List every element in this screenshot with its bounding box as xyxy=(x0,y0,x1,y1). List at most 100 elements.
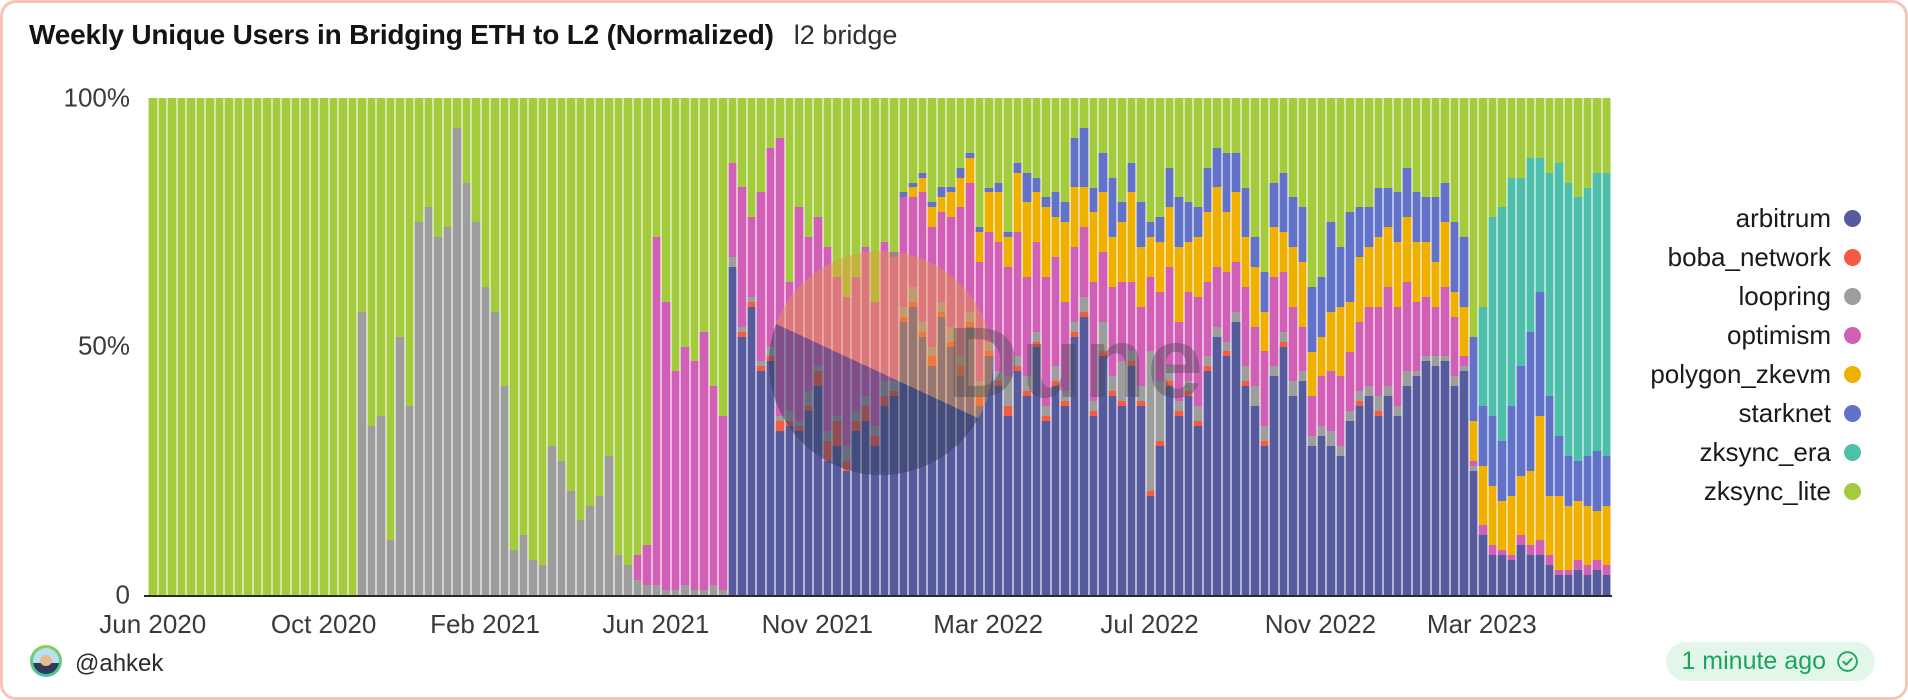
segment-starknet[interactable] xyxy=(927,202,937,208)
bar-week-118[interactable] xyxy=(1269,98,1279,595)
segment-boba_network[interactable] xyxy=(1022,391,1032,397)
segment-arbitrum[interactable] xyxy=(1345,421,1355,595)
segment-zksync_lite[interactable] xyxy=(1269,98,1279,183)
segment-polygon_zkevm[interactable] xyxy=(1601,505,1611,566)
segment-arbitrum[interactable] xyxy=(1041,421,1051,595)
segment-polygon_zkevm[interactable] xyxy=(1316,336,1326,377)
segment-arbitrum[interactable] xyxy=(1212,336,1222,595)
bar-week-51[interactable] xyxy=(632,98,642,595)
bar-week-20[interactable] xyxy=(338,98,348,595)
segment-optimism[interactable] xyxy=(1601,565,1611,576)
bar-week-26[interactable] xyxy=(395,98,405,595)
segment-arbitrum[interactable] xyxy=(1202,371,1212,595)
segment-polygon_zkevm[interactable] xyxy=(1430,262,1440,307)
segment-optimism[interactable] xyxy=(632,555,642,581)
segment-loopring[interactable] xyxy=(737,326,747,332)
segment-loopring[interactable] xyxy=(765,346,775,357)
segment-zksync_lite[interactable] xyxy=(1221,98,1231,153)
segment-boba_network[interactable] xyxy=(851,421,861,431)
segment-polygon_zkevm[interactable] xyxy=(1117,222,1127,282)
segment-zksync_lite[interactable] xyxy=(1582,98,1592,188)
segment-optimism[interactable] xyxy=(1592,560,1602,571)
segment-zksync_lite[interactable] xyxy=(1126,98,1136,163)
segment-loopring[interactable] xyxy=(585,505,595,595)
segment-zksync_lite[interactable] xyxy=(205,98,215,595)
segment-optimism[interactable] xyxy=(1126,281,1136,352)
bar-week-151[interactable] xyxy=(1582,98,1592,595)
segment-zksync_lite[interactable] xyxy=(490,98,500,312)
segment-arbitrum[interactable] xyxy=(1440,361,1450,595)
bar-week-27[interactable] xyxy=(404,98,414,595)
segment-polygon_zkevm[interactable] xyxy=(1088,212,1098,282)
bar-week-46[interactable] xyxy=(585,98,595,595)
segment-arbitrum[interactable] xyxy=(936,316,946,595)
bar-week-10[interactable] xyxy=(243,98,253,595)
bar-week-17[interactable] xyxy=(309,98,319,595)
segment-polygon_zkevm[interactable] xyxy=(1278,232,1288,272)
segment-zksync_lite[interactable] xyxy=(841,98,851,297)
segment-zksync_lite[interactable] xyxy=(1164,98,1174,168)
bar-week-53[interactable] xyxy=(651,98,661,595)
segment-boba_network[interactable] xyxy=(1145,490,1155,496)
segment-zksync_lite[interactable] xyxy=(480,98,490,287)
segment-polygon_zkevm[interactable] xyxy=(1098,192,1108,253)
segment-loopring[interactable] xyxy=(1088,401,1098,412)
segment-zksync_lite[interactable] xyxy=(908,98,918,183)
segment-starknet[interactable] xyxy=(1288,197,1298,248)
segment-loopring[interactable] xyxy=(1117,361,1127,402)
segment-arbitrum[interactable] xyxy=(1335,455,1345,595)
segment-optimism[interactable] xyxy=(689,361,699,591)
segment-polygon_zkevm[interactable] xyxy=(1392,242,1402,307)
segment-arbitrum[interactable] xyxy=(1107,396,1117,595)
segment-zksync_lite[interactable] xyxy=(917,98,927,173)
segment-loopring[interactable] xyxy=(670,590,680,595)
segment-starknet[interactable] xyxy=(1003,232,1013,238)
segment-optimism[interactable] xyxy=(1231,262,1241,312)
segment-zksync_lite[interactable] xyxy=(1411,98,1421,193)
segment-arbitrum[interactable] xyxy=(1478,535,1488,595)
segment-boba_network[interactable] xyxy=(756,366,766,372)
bar-week-107[interactable] xyxy=(1164,98,1174,595)
segment-starknet[interactable] xyxy=(1535,291,1545,417)
segment-zksync_lite[interactable] xyxy=(1601,98,1611,173)
segment-optimism[interactable] xyxy=(851,276,861,412)
segment-starknet[interactable] xyxy=(1012,162,1022,173)
segment-polygon_zkevm[interactable] xyxy=(993,192,1003,243)
segment-arbitrum[interactable] xyxy=(1582,575,1592,595)
segment-zksync_lite[interactable] xyxy=(1098,98,1108,153)
segment-zksync_lite[interactable] xyxy=(689,98,699,362)
segment-arbitrum[interactable] xyxy=(870,445,880,595)
bar-week-142[interactable] xyxy=(1497,98,1507,595)
segment-optimism[interactable] xyxy=(1221,271,1231,342)
segment-zksync_lite[interactable] xyxy=(1060,98,1070,203)
segment-zksync_lite[interactable] xyxy=(1088,98,1098,188)
segment-loopring[interactable] xyxy=(1022,376,1032,392)
segment-starknet[interactable] xyxy=(1601,455,1611,506)
segment-optimism[interactable] xyxy=(1535,540,1545,556)
segment-optimism[interactable] xyxy=(1506,555,1516,561)
segment-boba_network[interactable] xyxy=(1174,411,1184,417)
segment-loopring[interactable] xyxy=(1174,401,1184,412)
bar-week-101[interactable] xyxy=(1107,98,1117,595)
segment-zksync_lite[interactable] xyxy=(1487,98,1497,218)
segment-zksync_lite[interactable] xyxy=(1202,98,1212,168)
bar-week-153[interactable] xyxy=(1601,98,1611,595)
bar-week-9[interactable] xyxy=(233,98,243,595)
bar-week-49[interactable] xyxy=(613,98,623,595)
segment-zksync_lite[interactable] xyxy=(461,98,471,183)
segment-loopring[interactable] xyxy=(1259,426,1269,441)
segment-zksync_lite[interactable] xyxy=(585,98,595,506)
segment-starknet[interactable] xyxy=(1050,192,1060,218)
segment-optimism[interactable] xyxy=(1240,286,1250,367)
segment-starknet[interactable] xyxy=(1383,187,1393,228)
segment-boba_network[interactable] xyxy=(879,396,889,407)
segment-starknet[interactable] xyxy=(1269,182,1279,228)
segment-zksync_lite[interactable] xyxy=(1544,98,1554,173)
segment-zksync_lite[interactable] xyxy=(1373,98,1383,188)
segment-zksync_lite[interactable] xyxy=(195,98,205,595)
segment-polygon_zkevm[interactable] xyxy=(1221,212,1231,272)
segment-arbitrum[interactable] xyxy=(851,431,861,595)
segment-loopring[interactable] xyxy=(1316,426,1326,436)
segment-optimism[interactable] xyxy=(955,207,965,357)
segment-starknet[interactable] xyxy=(908,182,918,188)
